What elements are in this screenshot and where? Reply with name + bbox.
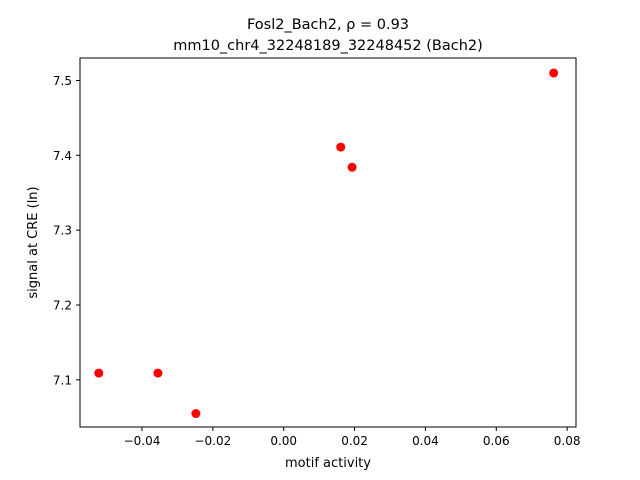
y-tick-label: 7.5 bbox=[53, 74, 72, 88]
x-tick-label: 0.08 bbox=[554, 434, 581, 448]
x-tick-label: −0.04 bbox=[124, 434, 161, 448]
y-tick-label: 7.3 bbox=[53, 224, 72, 238]
axes-frame bbox=[79, 57, 577, 428]
x-tick-label: 0.06 bbox=[483, 434, 510, 448]
data-point bbox=[191, 409, 201, 419]
x-tick-label: 0.04 bbox=[412, 434, 439, 448]
data-point bbox=[549, 68, 559, 78]
data-point bbox=[94, 368, 104, 378]
x-tick-label: −0.02 bbox=[194, 434, 231, 448]
data-point bbox=[336, 142, 346, 152]
x-axis-label: motif activity bbox=[285, 456, 371, 471]
plot-area: −0.04 −0.02 0.00 0.02 0.04 0.06 0.08 7.1 7.2 7.3 7… bbox=[53, 68, 581, 448]
y-tick-label: 7.2 bbox=[53, 298, 72, 312]
data-point bbox=[347, 162, 357, 172]
chart-title-line-1: Fosl2_Bach2, ρ = 0.93 bbox=[247, 17, 409, 33]
chart-title-line-2: mm10_chr4_32248189_32248452 (Bach2) bbox=[173, 38, 483, 54]
x-tick-label: 0.00 bbox=[270, 434, 297, 448]
y-tick-label: 7.4 bbox=[53, 149, 72, 163]
data-point bbox=[153, 368, 163, 378]
y-axis-label: signal at CRE (ln) bbox=[26, 186, 41, 298]
x-tick-label: 0.02 bbox=[341, 434, 368, 448]
y-tick-label: 7.1 bbox=[53, 373, 72, 387]
